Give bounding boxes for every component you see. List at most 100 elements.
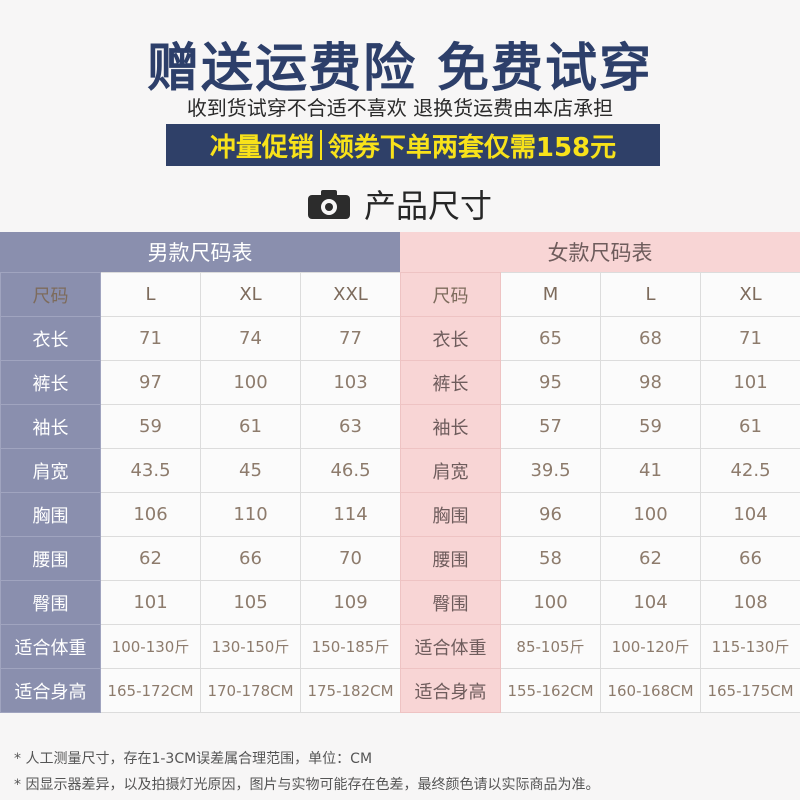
size-cell: 106 xyxy=(100,492,201,537)
table-row: 臀围 101 105 109 xyxy=(0,580,401,625)
row-label: 臀围 xyxy=(0,580,101,625)
size-cell: 175-182CM xyxy=(300,668,401,713)
size-cell: 98 xyxy=(600,360,701,405)
size-cell: 100 xyxy=(200,360,301,405)
section-title: 产品尺寸 xyxy=(0,182,800,226)
row-label: 适合体重 xyxy=(0,624,101,669)
promo-divider xyxy=(319,130,322,160)
section-title-label: 产品尺寸 xyxy=(363,187,492,225)
note-line: * 人工测量尺寸，存在1-3CM误差属合理范围，单位：CM xyxy=(14,751,373,767)
size-cell: XL xyxy=(700,272,800,317)
row-label: 臀围 xyxy=(400,580,501,625)
size-cell: 105 xyxy=(200,580,301,625)
table-row: 腰围 62 66 70 xyxy=(0,536,401,581)
table-row: 胸围 106 110 114 xyxy=(0,492,401,537)
table-row: 适合体重 85-105斤 100-120斤 115-130斤 xyxy=(400,624,800,669)
size-cell: 58 xyxy=(500,536,601,581)
size-cell: 160-168CM xyxy=(600,668,701,713)
size-cell: L xyxy=(600,272,701,317)
table-row: 适合身高 165-172CM 170-178CM 175-182CM xyxy=(0,668,401,713)
size-cell: 170-178CM xyxy=(200,668,301,713)
table-row: 适合身高 155-162CM 160-168CM 165-175CM xyxy=(400,668,800,713)
row-label: 腰围 xyxy=(0,536,101,581)
size-cell: 165-175CM xyxy=(700,668,800,713)
size-cell: 41 xyxy=(600,448,701,493)
row-label: 适合体重 xyxy=(400,624,501,669)
table-row: 尺码 L XL XXL xyxy=(0,272,401,317)
size-cell: 103 xyxy=(300,360,401,405)
size-chart: 男款尺码表 女款尺码表 尺码 L XL XXL 衣长 71 74 77 裤长 97 100 103 袖长… xyxy=(0,232,800,720)
size-cell: 59 xyxy=(600,404,701,449)
size-cell: 39.5 xyxy=(500,448,601,493)
row-label: 适合身高 xyxy=(0,668,101,713)
size-cell: 114 xyxy=(300,492,401,537)
page-subtitle: 收到货试穿不合适不喜欢 退换货运费由本店承担 xyxy=(186,96,614,120)
row-label: 肩宽 xyxy=(400,448,501,493)
size-cell: 101 xyxy=(100,580,201,625)
women-size-table: 尺码 M L XL 衣长 65 68 71 裤长 95 98 101 袖长 57 59 61 肩宽 39.5 41 4… xyxy=(400,272,800,713)
size-cell: 43.5 xyxy=(100,448,201,493)
size-cell: 42.5 xyxy=(700,448,800,493)
size-cell: 61 xyxy=(200,404,301,449)
size-cell: 109 xyxy=(300,580,401,625)
camera-icon xyxy=(307,189,350,219)
table-row: 肩宽 39.5 41 42.5 xyxy=(400,448,800,493)
size-cell: 150-185斤 xyxy=(300,624,401,669)
promo-header: 赠送运费险 免费试穿 收到货试穿不合适不喜欢 退换货运费由本店承担 冲量促销 领… xyxy=(0,0,800,230)
size-cell: XL xyxy=(200,272,301,317)
table-row: 袖长 57 59 61 xyxy=(400,404,800,449)
promo-banner: 冲量促销 领券下单两套仅需158元 xyxy=(166,124,660,166)
row-label: 裤长 xyxy=(0,360,101,405)
size-cell: 100 xyxy=(600,492,701,537)
size-cell: 85-105斤 xyxy=(500,624,601,669)
size-cell: 61 xyxy=(700,404,800,449)
size-cell: 62 xyxy=(600,536,701,581)
size-cell: 66 xyxy=(700,536,800,581)
size-cell: 108 xyxy=(700,580,800,625)
size-cell: 100 xyxy=(500,580,601,625)
size-cell: 66 xyxy=(200,536,301,581)
row-label: 袖长 xyxy=(400,404,501,449)
table-row: 肩宽 43.5 45 46.5 xyxy=(0,448,401,493)
size-cell: 130-150斤 xyxy=(200,624,301,669)
note-line: * 因显示器差异，以及拍摄灯光原因，图片与实物可能存在色差，最终颜色请以实际商品… xyxy=(14,777,600,793)
size-cell: 57 xyxy=(500,404,601,449)
row-label: 胸围 xyxy=(400,492,501,537)
size-cell: L xyxy=(100,272,201,317)
size-cell: M xyxy=(500,272,601,317)
row-label: 裤长 xyxy=(400,360,501,405)
row-label: 腰围 xyxy=(400,536,501,581)
table-row: 腰围 58 62 66 xyxy=(400,536,800,581)
women-size-chart-title: 女款尺码表 xyxy=(400,232,800,272)
table-row: 袖长 59 61 63 xyxy=(0,404,401,449)
size-cell: 68 xyxy=(600,316,701,361)
row-label: 衣长 xyxy=(0,316,101,361)
size-cell: 100-120斤 xyxy=(600,624,701,669)
row-label: 衣长 xyxy=(400,316,501,361)
size-cell: 101 xyxy=(700,360,800,405)
size-cell: 97 xyxy=(100,360,201,405)
row-label: 肩宽 xyxy=(0,448,101,493)
size-cell: 65 xyxy=(500,316,601,361)
size-cell: 155-162CM xyxy=(500,668,601,713)
row-label: 胸围 xyxy=(0,492,101,537)
size-cell: 115-130斤 xyxy=(700,624,800,669)
size-cell: 70 xyxy=(300,536,401,581)
notes: * 人工测量尺寸，存在1-3CM误差属合理范围，单位：CM * 因显示器差异，以… xyxy=(14,746,794,798)
size-cell: 71 xyxy=(100,316,201,361)
size-cell: 63 xyxy=(300,404,401,449)
table-row: 裤长 95 98 101 xyxy=(400,360,800,405)
table-row: 胸围 96 100 104 xyxy=(400,492,800,537)
page-title: 赠送运费险 免费试穿 xyxy=(146,39,654,99)
table-row: 衣长 71 74 77 xyxy=(0,316,401,361)
row-label: 袖长 xyxy=(0,404,101,449)
promo-right-text: 领券下单两套仅需158元 xyxy=(327,132,617,163)
size-cell: 165-172CM xyxy=(100,668,201,713)
table-row: 臀围 100 104 108 xyxy=(400,580,800,625)
men-size-chart-title: 男款尺码表 xyxy=(0,232,400,272)
table-row: 尺码 M L XL xyxy=(400,272,800,317)
table-row: 适合体重 100-130斤 130-150斤 150-185斤 xyxy=(0,624,401,669)
size-cell: 46.5 xyxy=(300,448,401,493)
size-cell: 95 xyxy=(500,360,601,405)
size-cell: 74 xyxy=(200,316,301,361)
